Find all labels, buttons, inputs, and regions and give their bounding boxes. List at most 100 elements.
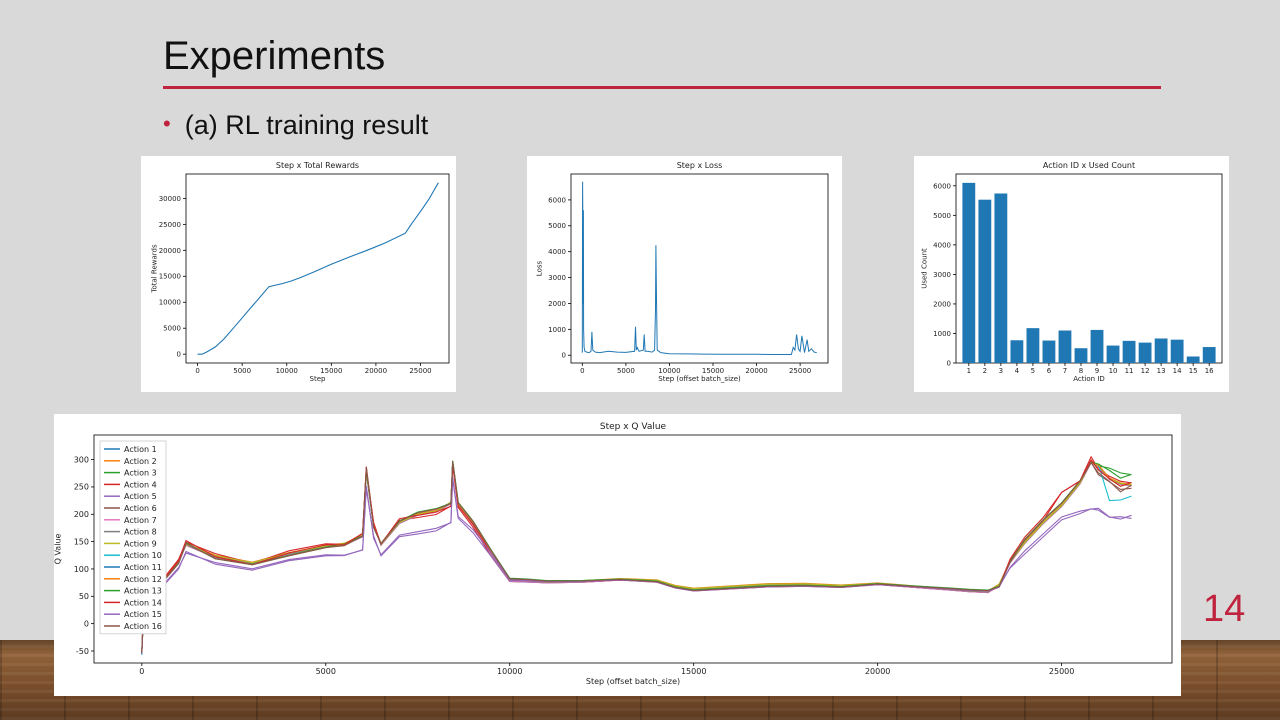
- x-tick-label: 0: [580, 367, 584, 375]
- series-line: [141, 461, 1132, 653]
- y-tick-label: 0: [562, 352, 566, 360]
- y-tick-label: 200: [74, 510, 89, 519]
- x-tick-label: 14: [1173, 367, 1182, 375]
- series-line: [581, 181, 817, 355]
- x-tick-label: 11: [1125, 367, 1134, 375]
- legend-label: Action 5: [124, 492, 157, 501]
- x-tick-label: 25000: [409, 367, 431, 375]
- x-tick-label: 16: [1205, 367, 1214, 375]
- series-line: [197, 182, 439, 355]
- y-tick-label: 10000: [159, 299, 181, 307]
- legend-label: Action 14: [124, 598, 162, 607]
- legend-label: Action 4: [124, 480, 157, 489]
- x-tick-label: 10000: [276, 367, 298, 375]
- x-tick-label: 6: [1047, 367, 1052, 375]
- bullet-dot-icon: •: [163, 111, 171, 136]
- y-tick-label: 50: [79, 592, 89, 601]
- plot-frame: [570, 173, 829, 364]
- rewards-chart: Step x Total Rewards Step Total Rewards 0 50…: [151, 161, 450, 383]
- bar: [1106, 345, 1120, 363]
- y-tick-label: 25000: [159, 221, 181, 229]
- bar: [1138, 342, 1152, 363]
- x-tick-label: 8: [1079, 367, 1083, 375]
- legend-label: Action 8: [124, 528, 157, 537]
- legend-label: Action 15: [124, 610, 162, 619]
- action-count-chart: Action ID x Used Count Action ID Used Coun…: [921, 161, 1223, 383]
- x-tick-label: 0: [195, 367, 199, 375]
- y-tick-label: 1000: [548, 326, 566, 334]
- y-tick-label: 20000: [159, 247, 181, 255]
- y-tick-label: 4000: [548, 248, 566, 256]
- bar: [1202, 347, 1216, 363]
- y-tick-label: 5000: [548, 222, 566, 230]
- y-tick-label: 300: [74, 455, 89, 464]
- y-tick-label: 2000: [548, 300, 566, 308]
- y-axis-label: Used Count: [921, 248, 929, 289]
- chart-title: Action ID x Used Count: [1043, 161, 1135, 170]
- bar: [1074, 348, 1088, 363]
- series-line: [141, 461, 1132, 654]
- bar: [1154, 338, 1168, 363]
- legend-label: Action 10: [124, 551, 162, 560]
- y-axis-label: Loss: [536, 260, 544, 276]
- legend-label: Action 13: [124, 587, 162, 596]
- bar: [994, 193, 1008, 363]
- bar: [1026, 328, 1040, 363]
- chart-title: Step x Total Rewards: [276, 161, 359, 170]
- y-tick-label: 15000: [159, 273, 181, 281]
- x-axis-label: Step (offset batch_size): [658, 375, 741, 383]
- x-tick-label: 20000: [865, 667, 890, 676]
- series-line: [141, 461, 1132, 655]
- x-tick-label: 12: [1141, 367, 1150, 375]
- legend-label: Action 6: [124, 504, 157, 513]
- bar: [1042, 340, 1056, 363]
- y-tick-label: 4000: [933, 241, 951, 249]
- y-tick-label: 100: [74, 565, 89, 574]
- x-tick-label: 25000: [1049, 667, 1074, 676]
- series-line: [141, 461, 1132, 654]
- x-tick-label: 3: [999, 367, 1003, 375]
- x-tick-label: 9: [1095, 367, 1099, 375]
- x-tick-label: 5: [1031, 367, 1035, 375]
- x-tick-label: 5000: [233, 367, 251, 375]
- rewards-chart-panel: Step x Total Rewards Step Total Rewards 0 50…: [141, 156, 456, 392]
- x-tick-label: 13: [1157, 367, 1166, 375]
- x-tick-label: 20000: [745, 367, 767, 375]
- page-number: 14: [1203, 588, 1246, 630]
- x-axis-label: Step (offset batch_size): [586, 677, 680, 686]
- x-tick-label: 15000: [320, 367, 342, 375]
- x-tick-label: 5000: [316, 667, 336, 676]
- legend-label: Action 9: [124, 539, 157, 548]
- y-tick-label: 3000: [933, 271, 951, 279]
- bullet-text: (a) RL training result: [184, 110, 429, 140]
- series-line: [141, 461, 1132, 654]
- x-tick-label: 15000: [702, 367, 724, 375]
- bar: [1010, 340, 1024, 363]
- plot-frame: [185, 173, 450, 364]
- series-line: [141, 479, 1132, 653]
- series-line: [141, 477, 1132, 654]
- legend-label: Action 16: [124, 622, 162, 631]
- legend-label: Action 2: [124, 457, 157, 466]
- x-tick-label: 15000: [681, 667, 706, 676]
- x-tick-label: 5000: [617, 367, 635, 375]
- bar: [1090, 329, 1104, 363]
- plot-frame: [93, 434, 1173, 664]
- legend-label: Action 7: [124, 516, 157, 525]
- plot-frame: [955, 173, 1223, 364]
- chart-title: Step x Loss: [677, 161, 723, 170]
- y-tick-label: 3000: [548, 274, 566, 282]
- x-tick-label: 0: [139, 667, 144, 676]
- x-tick-label: 7: [1063, 367, 1067, 375]
- x-tick-label: 15: [1189, 367, 1198, 375]
- y-tick-label: 5000: [933, 212, 951, 220]
- y-tick-label: -50: [76, 647, 89, 656]
- loss-chart-panel: Step x Loss Step (offset batch_size) Loss 0…: [527, 156, 842, 392]
- series-line: [141, 458, 1132, 654]
- x-tick-label: 10: [1109, 367, 1118, 375]
- x-tick-label: 1: [967, 367, 971, 375]
- y-tick-label: 6000: [548, 196, 566, 204]
- chart-title: Step x Q Value: [600, 422, 667, 432]
- legend-label: Action 11: [124, 563, 162, 572]
- qvalue-chart: Step x Q Value Step (offset batch_size) Q …: [54, 422, 1173, 686]
